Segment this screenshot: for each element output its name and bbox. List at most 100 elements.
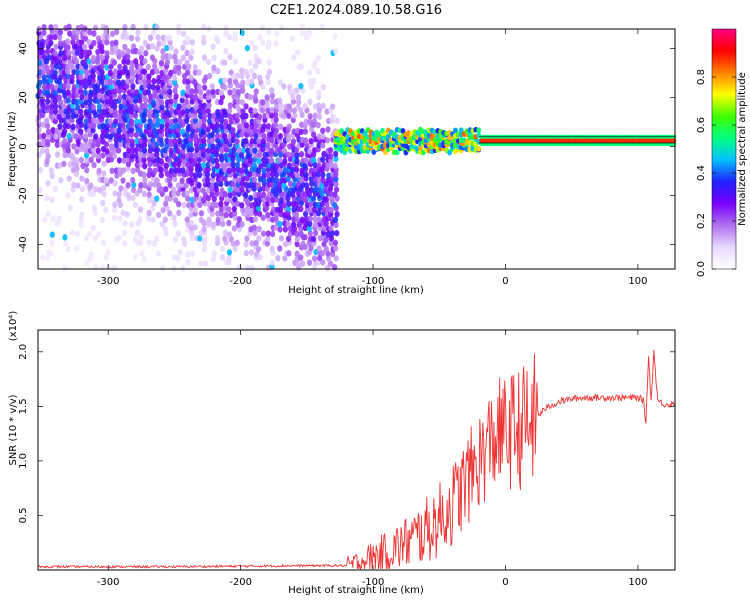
spectrogram-cell bbox=[205, 107, 211, 115]
spectrogram-cell bbox=[222, 142, 228, 150]
spectrogram-cell bbox=[269, 170, 276, 178]
spectrogram-cell bbox=[215, 67, 221, 75]
spectrogram-cell bbox=[240, 79, 246, 86]
spectrogram-cell bbox=[269, 245, 275, 253]
spectrogram-cell bbox=[188, 152, 194, 159]
spectrogram-cell bbox=[158, 59, 165, 67]
snr-frame bbox=[37, 329, 676, 571]
spectrogram-cell bbox=[231, 225, 238, 232]
spectrogram-cell bbox=[107, 69, 113, 77]
spectrogram-cell bbox=[154, 195, 160, 202]
spectrogram-cell bbox=[273, 103, 280, 110]
spectrogram-cell bbox=[312, 221, 318, 228]
spectrogram-cell bbox=[295, 94, 302, 101]
spectrogram-cell bbox=[291, 107, 297, 114]
spectrogram-cell bbox=[92, 235, 98, 242]
spectrogram-cell bbox=[58, 177, 64, 184]
spectrogram-cell bbox=[298, 176, 304, 184]
spectrogram-cell bbox=[181, 236, 187, 243]
spectrogram-cell bbox=[234, 239, 240, 246]
spectrogram-cell bbox=[311, 118, 318, 125]
spectrogram-cell bbox=[235, 98, 241, 105]
spectrogram-cell bbox=[44, 39, 50, 46]
spectrogram-cell bbox=[307, 220, 313, 227]
spectrogram-cell bbox=[308, 200, 314, 208]
spectrogram-cell bbox=[218, 180, 224, 188]
spectrogram-cell bbox=[285, 151, 291, 158]
spectrogram-cell bbox=[58, 50, 64, 57]
spectrogram-cell bbox=[48, 34, 54, 41]
spectrogram-cell bbox=[244, 206, 250, 213]
spectrogram-cell bbox=[328, 180, 335, 188]
spectrogram-cell bbox=[78, 133, 84, 140]
y-tick-label: -40 bbox=[18, 236, 29, 252]
spectrogram-cell bbox=[308, 83, 314, 90]
spectrogram-cell bbox=[256, 137, 262, 145]
spectrogram-cell bbox=[108, 177, 114, 184]
spectrogram-cell bbox=[49, 62, 56, 70]
spectrogram-cell bbox=[210, 171, 216, 179]
spectrogram-cell bbox=[49, 196, 55, 203]
spectrogram-cell bbox=[95, 48, 101, 56]
spectrogram-cell bbox=[177, 248, 183, 256]
spectrogram-cell bbox=[222, 166, 228, 173]
spectrogram-cell bbox=[70, 123, 76, 131]
spectrogram-cell bbox=[193, 104, 199, 111]
spectrogram-cell bbox=[100, 74, 106, 81]
spectrogram-cell bbox=[90, 54, 96, 62]
spectrogram-cell bbox=[295, 49, 301, 56]
spectrogram-cell bbox=[168, 118, 175, 126]
spectrogram-cell bbox=[260, 99, 266, 106]
spectrogram-cell bbox=[239, 167, 245, 174]
spectrogram-cell bbox=[294, 152, 300, 159]
spectrogram-cell bbox=[129, 126, 135, 134]
spectrogram-cell bbox=[138, 182, 144, 189]
spectrogram-cell bbox=[197, 137, 203, 144]
spectrogram-cell bbox=[65, 63, 71, 71]
spectrogram-cell bbox=[151, 199, 157, 207]
spectrogram-cell bbox=[61, 128, 68, 135]
spectrogram-cell bbox=[201, 137, 207, 144]
spectrogram-cell bbox=[261, 172, 267, 179]
spectrogram-cell bbox=[286, 103, 293, 110]
spectrogram-cell bbox=[236, 264, 242, 271]
spectrogram-cell bbox=[141, 68, 148, 75]
spectrogram-cell bbox=[52, 185, 58, 192]
spectrogram-cell bbox=[201, 23, 207, 30]
spectrogram-cell bbox=[291, 206, 297, 213]
spectrogram-cell bbox=[232, 30, 238, 38]
spectrogram-cell bbox=[320, 177, 326, 184]
spectrogram-cell bbox=[205, 58, 211, 66]
spectrogram-cell bbox=[176, 167, 182, 174]
spectrogram-cell bbox=[192, 79, 198, 86]
spectrogram-cell bbox=[211, 64, 217, 71]
spectrogram-cell bbox=[53, 103, 59, 110]
spectrogram-cell bbox=[52, 50, 58, 57]
spectrogram-cell bbox=[142, 58, 148, 65]
spectrogram-cell bbox=[269, 87, 275, 94]
spectrogram-cell bbox=[235, 82, 241, 89]
spectrogram-cell bbox=[243, 122, 250, 129]
spectrogram-cell bbox=[122, 98, 128, 106]
spectrogram-cell bbox=[252, 94, 258, 101]
spectrogram-cell bbox=[57, 99, 64, 106]
spectrogram-cell bbox=[205, 166, 211, 173]
spectrogram-cell bbox=[90, 77, 96, 84]
spectrogram-cell bbox=[142, 102, 149, 109]
spectrogram-cell bbox=[251, 162, 257, 169]
spectrogram-cell bbox=[227, 34, 233, 41]
spectrogram-cell bbox=[160, 48, 166, 55]
spectrogram-cell bbox=[253, 132, 259, 139]
spectrogram-cell bbox=[176, 209, 182, 217]
spectrogram-cell bbox=[326, 172, 332, 179]
spectrogram-cell bbox=[333, 155, 339, 163]
spectrogram-cell bbox=[164, 44, 170, 52]
spectrogram-cell bbox=[265, 230, 271, 237]
spectrogram-cell bbox=[227, 102, 233, 109]
snr-series-line bbox=[37, 349, 676, 571]
spectrogram-cell bbox=[92, 24, 99, 31]
spectrogram-cell bbox=[316, 113, 322, 120]
spectrogram-cell bbox=[133, 131, 139, 139]
spectrogram-cell bbox=[206, 102, 212, 109]
spectrogram-cell bbox=[274, 162, 280, 170]
